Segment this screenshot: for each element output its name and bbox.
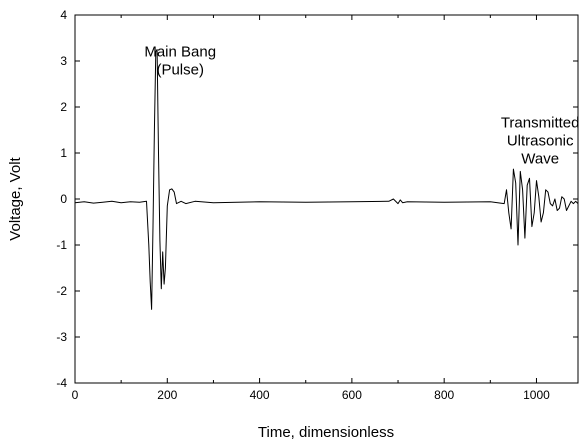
x-tick-label: 0	[72, 388, 79, 402]
x-tick-label: 600	[342, 388, 362, 402]
annotation-text: Transmitted Ultrasonic Wave	[501, 115, 580, 168]
y-tick-label: 0	[60, 192, 67, 206]
y-tick-labels: -4 -3 -2 -1 0 1 2 3 4	[56, 8, 67, 390]
y-tick-label: -2	[56, 284, 67, 298]
annotation-line: Main Bang	[144, 43, 216, 60]
y-tick-label: 1	[60, 146, 67, 160]
axis-ticks	[74, 14, 578, 384]
x-tick-label: 200	[157, 388, 177, 402]
annotations: Main Bang (Pulse) Transmitted Ultrasonic Wav…	[144, 43, 579, 167]
x-tick-label: 400	[250, 388, 270, 402]
y-tick-label: -4	[56, 376, 67, 390]
annotation-text: Main Bang (Pulse)	[144, 43, 216, 78]
annotation-line: Ultrasonic	[507, 133, 574, 150]
y-tick-label: 2	[60, 100, 67, 114]
y-tick-label: 4	[60, 8, 67, 22]
plot-frame	[74, 14, 579, 384]
x-tick-label: 1000	[523, 388, 550, 402]
annotation-line: Wave	[521, 151, 559, 168]
x-tick-labels: 0 200 400 600 800 1000	[72, 388, 550, 402]
y-axis-label: Voltage, Volt	[7, 156, 24, 240]
x-tick-label: 800	[434, 388, 454, 402]
voltage-signal-line	[74, 49, 579, 310]
y-tick-label: -3	[56, 330, 67, 344]
annotation-line: Transmitted	[501, 115, 580, 132]
y-tick-label: -1	[56, 238, 67, 252]
x-axis-label: Time, dimensionless	[258, 424, 394, 441]
y-tick-label: 3	[60, 54, 67, 68]
annotation-line: (Pulse)	[156, 61, 204, 78]
